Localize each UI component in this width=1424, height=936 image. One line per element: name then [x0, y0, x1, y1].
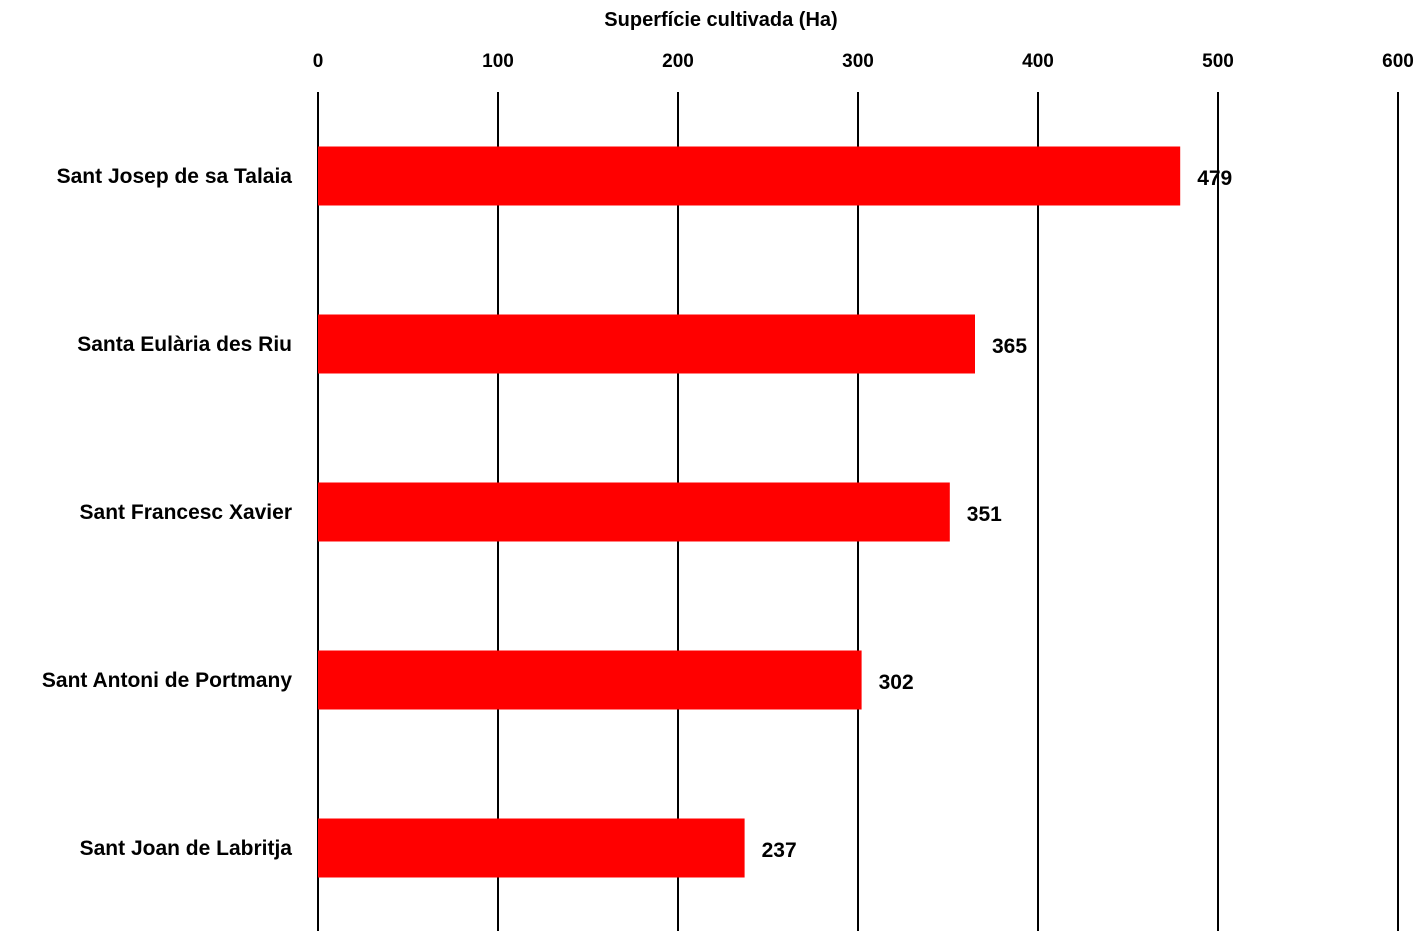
- x-tick-label: 300: [842, 51, 874, 72]
- data-label: 479: [1197, 167, 1232, 190]
- x-tick-label: 400: [1022, 51, 1054, 72]
- bar: [318, 146, 1181, 206]
- category-labels: Sant Josep de sa Talaia Santa Eulària des…: [42, 165, 292, 860]
- category-label: Sant Josep de sa Talaia: [57, 165, 293, 188]
- data-label: 237: [762, 839, 797, 862]
- category-label: Santa Eulària des Riu: [77, 333, 292, 356]
- x-axis-ticks: 0 100 200 300 400 500 600: [313, 51, 1414, 72]
- bars: [318, 146, 1181, 878]
- x-tick-label: 100: [482, 51, 514, 72]
- x-tick-label: 200: [662, 51, 694, 72]
- category-label: Sant Francesc Xavier: [80, 501, 292, 524]
- x-tick-label: 600: [1382, 51, 1414, 72]
- category-label: Sant Antoni de Portmany: [42, 669, 292, 692]
- bar: [318, 482, 950, 542]
- x-tick-label: 500: [1202, 51, 1234, 72]
- data-label: 302: [879, 671, 914, 694]
- value-labels: 479 365 351 302 237: [762, 167, 1233, 862]
- data-label: 351: [967, 503, 1002, 526]
- bar: [318, 650, 862, 710]
- data-label: 365: [992, 335, 1027, 358]
- x-tick-label: 0: [313, 51, 324, 72]
- bar: [318, 818, 745, 878]
- category-label: Sant Joan de Labritja: [80, 837, 293, 860]
- bar: [318, 314, 975, 374]
- x-axis-title: Superfície cultivada (Ha): [604, 9, 837, 31]
